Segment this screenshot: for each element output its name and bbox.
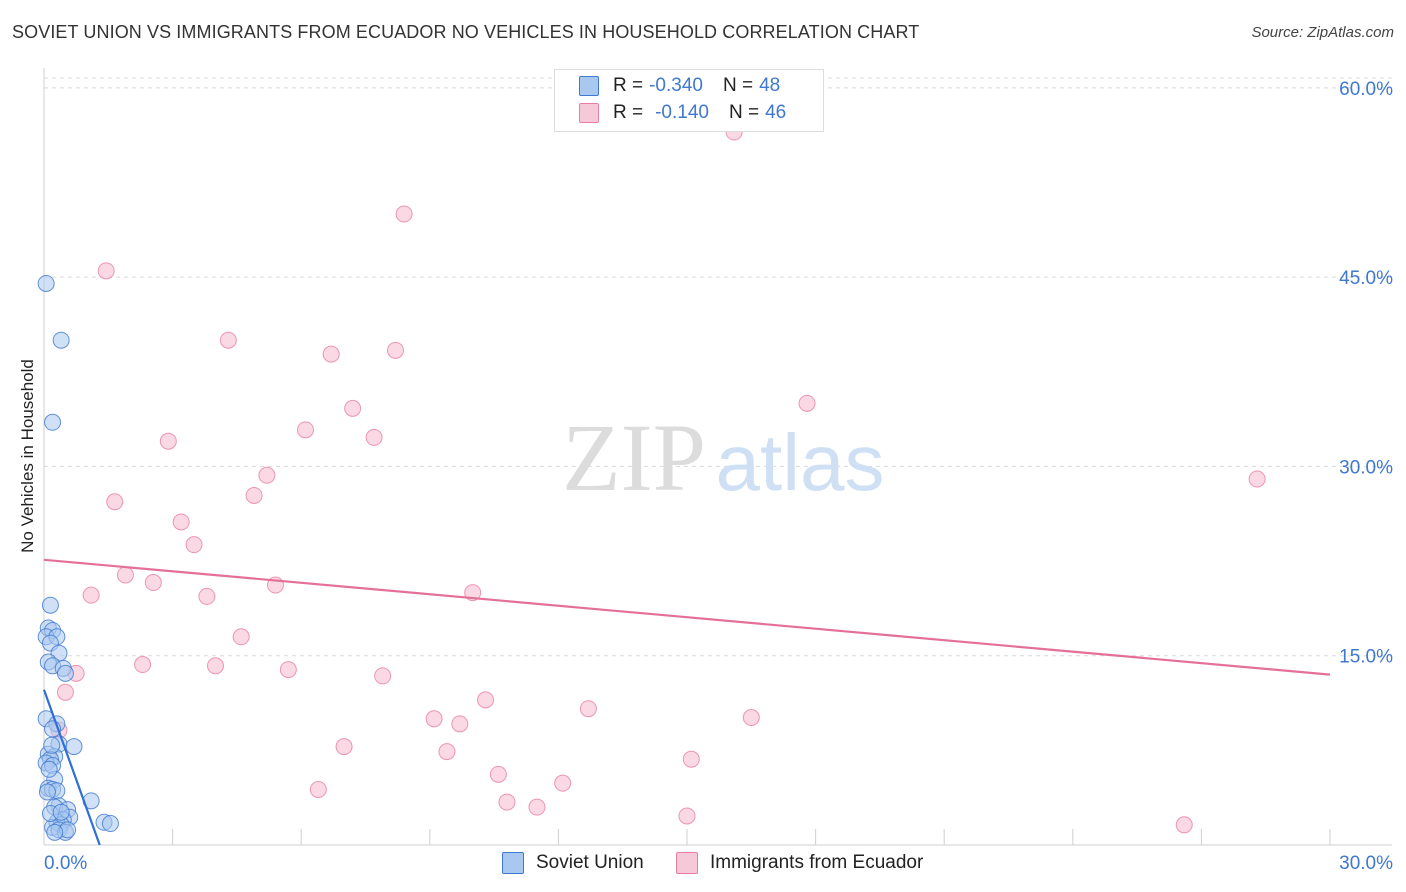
- y-axis-title: No Vehicles in Household: [18, 359, 37, 553]
- correlation-legend: R = -0.340 N = 48 R = -0.140 N = 46: [554, 69, 824, 132]
- ecuador-point: [56, 683, 74, 701]
- legend-ecuador-swatch: [676, 852, 698, 874]
- ecuador-point: [116, 566, 134, 584]
- ecuador-point: [682, 750, 700, 768]
- gridlines: [44, 77, 1392, 657]
- x-tick-label: 0.0%: [44, 853, 87, 874]
- legend-row-ecuador: R = -0.140 N = 46: [579, 102, 786, 124]
- ecuador-point: [245, 486, 263, 504]
- ecuador-point: [438, 743, 456, 761]
- y-tick-label: 30.0%: [1339, 457, 1393, 478]
- soviet-point: [56, 664, 74, 682]
- ecuador-point: [335, 738, 353, 756]
- soviet-point: [52, 331, 70, 349]
- ecuador-n-value: 46: [765, 102, 787, 123]
- ecuador-point: [219, 331, 237, 349]
- ecuador-point: [579, 700, 597, 718]
- x-tick-label: 30.0%: [1339, 853, 1393, 874]
- ecuador-point: [451, 715, 469, 733]
- soviet-point: [43, 736, 61, 754]
- soviet-point: [40, 760, 58, 778]
- ecuador-point: [678, 807, 696, 825]
- ecuador-point: [106, 493, 124, 511]
- soviet-point: [52, 803, 70, 821]
- soviet-trendline: [42, 689, 101, 846]
- soviet-n-value: 48: [759, 75, 781, 96]
- ecuador-point: [554, 774, 572, 792]
- ecuador-point: [296, 421, 314, 439]
- watermark-zip: ZIP: [562, 404, 706, 511]
- ecuador-point: [425, 710, 443, 728]
- ecuador-point: [464, 584, 482, 602]
- ecuador-point: [322, 345, 340, 363]
- ecuador-point: [279, 661, 297, 679]
- soviet-r-value: -0.340: [649, 75, 703, 96]
- soviet-points: [37, 274, 119, 841]
- y-tick-label: 45.0%: [1339, 268, 1393, 289]
- y-tick-label: 15.0%: [1339, 647, 1393, 668]
- watermark-atlas: atlas: [716, 418, 885, 507]
- ecuador-point: [185, 536, 203, 554]
- legend-item-ecuador: Immigrants from Ecuador: [676, 852, 923, 874]
- chart-title: SOVIET UNION VS IMMIGRANTS FROM ECUADOR …: [12, 22, 920, 42]
- soviet-point: [65, 738, 83, 756]
- ecuador-point: [258, 466, 276, 484]
- soviet-point: [38, 783, 56, 801]
- soviet-point: [101, 815, 119, 833]
- ecuador-point: [309, 780, 327, 798]
- ecuador-point: [477, 691, 495, 709]
- ecuador-point: [742, 709, 760, 727]
- ecuador-point: [198, 587, 216, 605]
- ecuador-point: [395, 205, 413, 223]
- ecuador-r-label: R =: [613, 102, 644, 123]
- ecuador-point: [1248, 470, 1266, 488]
- legend-row-soviet: R = -0.340 N = 48: [579, 75, 780, 97]
- tick-labels: 15.0% 30.0% 45.0% 60.0% 0.0% 30.0%: [44, 79, 1393, 874]
- ecuador-point: [206, 657, 224, 675]
- soviet-point: [46, 823, 64, 841]
- ecuador-point: [134, 656, 152, 674]
- ecuador-point: [144, 574, 162, 592]
- ecuador-point: [159, 432, 177, 450]
- ecuador-point: [387, 341, 405, 359]
- soviet-n-label: N =: [722, 75, 754, 96]
- ecuador-point: [798, 394, 816, 412]
- y-tick-label: 60.0%: [1339, 79, 1393, 100]
- soviet-point: [44, 413, 62, 431]
- ecuador-point: [82, 586, 100, 604]
- soviet-swatch: [579, 76, 599, 96]
- ecuador-point: [374, 667, 392, 685]
- ecuador-point: [97, 262, 115, 280]
- legend-item-soviet: Soviet Union: [502, 852, 644, 874]
- ecuador-point: [365, 428, 383, 446]
- ecuador-point: [172, 513, 190, 531]
- legend-soviet-swatch: [502, 852, 524, 874]
- watermark: ZIP atlas: [562, 404, 884, 511]
- legend-soviet-label: Soviet Union: [536, 852, 644, 873]
- soviet-point: [41, 596, 59, 614]
- legend-ecuador-label: Immigrants from Ecuador: [710, 852, 924, 873]
- ecuador-swatch: [579, 103, 599, 123]
- ecuador-point: [528, 798, 546, 816]
- ecuador-point: [232, 628, 250, 646]
- ecuador-point: [498, 793, 516, 811]
- ecuador-point: [1175, 816, 1193, 834]
- soviet-point: [37, 274, 55, 292]
- trendlines: [42, 558, 1331, 846]
- ecuador-point: [344, 399, 362, 417]
- ecuador-r-value: -0.140: [655, 102, 709, 123]
- ecuador-n-label: N =: [728, 102, 760, 123]
- source-label: Source: ZipAtlas.com: [1251, 24, 1394, 41]
- ecuador-trendline: [43, 558, 1331, 676]
- ecuador-point: [489, 765, 507, 783]
- soviet-r-label: R =: [613, 75, 644, 96]
